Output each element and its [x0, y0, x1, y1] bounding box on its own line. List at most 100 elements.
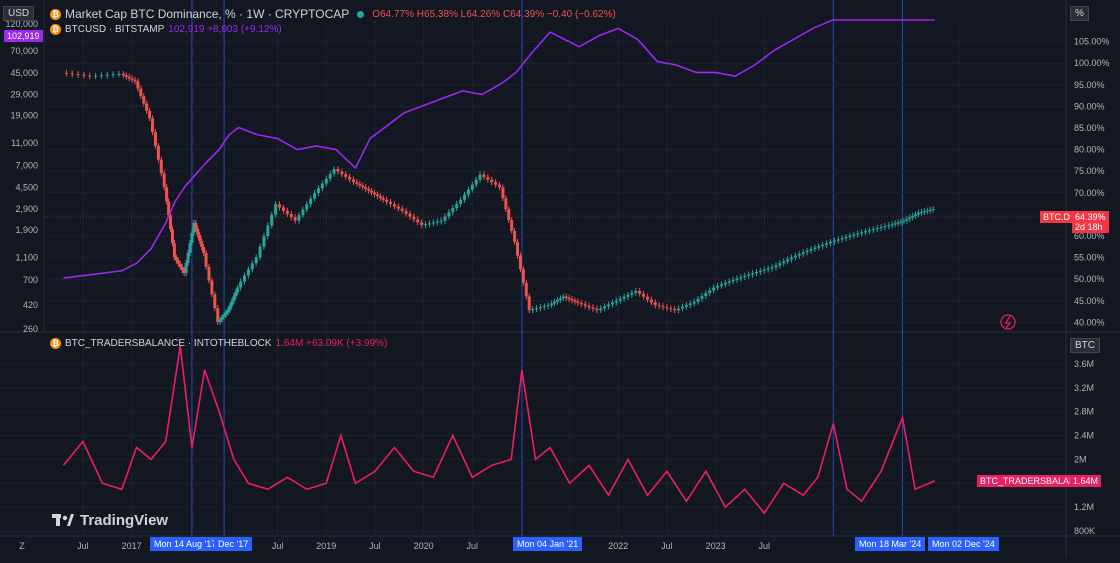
- candle-body: [462, 194, 466, 200]
- left-y-tick-label: 260: [23, 324, 38, 334]
- candle-body: [192, 222, 196, 233]
- candle-body: [805, 250, 809, 253]
- candle-body: [599, 308, 603, 311]
- candle-body: [844, 236, 848, 239]
- candle-body: [535, 308, 539, 310]
- candle-body: [301, 209, 305, 216]
- candle-body: [793, 255, 797, 258]
- candle-body: [117, 73, 121, 75]
- candle-body: [344, 174, 348, 177]
- candle-body: [716, 285, 720, 288]
- candle-body: [328, 173, 332, 179]
- left-y-tick-label: 19,000: [10, 111, 38, 121]
- candle-body: [254, 257, 258, 264]
- candle-body: [902, 220, 906, 222]
- candle-body: [121, 73, 125, 76]
- candle-body: [832, 240, 836, 242]
- candle-body: [270, 214, 274, 226]
- candle-body: [156, 145, 160, 160]
- candle-body: [731, 279, 735, 282]
- btcusd-label: BTCUSD · BITSTAMP: [65, 24, 165, 35]
- x-tick-label: 2019: [316, 541, 336, 551]
- candle-body: [186, 253, 190, 264]
- candle-body: [501, 187, 505, 199]
- candle-body: [564, 296, 568, 298]
- btcd-countdown: 2d 18h: [1075, 222, 1103, 232]
- candle-body: [313, 193, 317, 199]
- candle-body: [70, 73, 74, 75]
- candle-body: [507, 209, 511, 221]
- candle-body: [510, 220, 514, 231]
- candle-body: [524, 282, 528, 297]
- candle-body: [234, 292, 238, 297]
- candle-body: [243, 275, 247, 282]
- lower-value-tag: 1.64M: [1070, 475, 1102, 487]
- candle-body: [266, 225, 270, 237]
- candle-body: [381, 197, 385, 200]
- candle-body: [688, 303, 692, 306]
- candle-body: [770, 267, 774, 269]
- candle-body: [917, 212, 921, 215]
- percent-scale-button[interactable]: %: [1070, 6, 1089, 21]
- candle-body: [555, 299, 559, 302]
- candle-body: [797, 253, 801, 256]
- candle-body: [638, 290, 642, 294]
- btc-unit-button[interactable]: BTC: [1070, 338, 1100, 353]
- candle-body: [521, 269, 525, 283]
- candle-body: [573, 300, 577, 302]
- candle-body: [274, 204, 278, 215]
- candle-body: [591, 307, 595, 309]
- candle-body: [553, 301, 557, 304]
- candle-body: [105, 74, 109, 76]
- candle-body: [236, 287, 240, 293]
- left-y-tick-label: 120,000: [5, 19, 38, 29]
- candle-body: [340, 171, 344, 175]
- candle-body: [758, 270, 762, 272]
- candle-body: [879, 227, 883, 229]
- candle-body: [813, 247, 817, 250]
- candle-body: [224, 312, 228, 315]
- candle-body: [133, 79, 137, 82]
- x-tick-label: 2023: [706, 541, 726, 551]
- candle-body: [478, 174, 482, 180]
- left-y-tick-label: 7,000: [15, 160, 38, 170]
- currency-selector[interactable]: USD: [3, 6, 35, 21]
- candle-body: [364, 187, 368, 189]
- candle-body: [786, 259, 790, 262]
- candle-body: [561, 296, 565, 299]
- candle-body: [136, 81, 140, 89]
- candle-body: [681, 306, 685, 309]
- candle-body: [474, 179, 478, 185]
- candle-body: [486, 177, 490, 180]
- bitcoin-icon: ₿: [50, 24, 61, 35]
- candle-body: [289, 214, 293, 218]
- candle-body: [887, 225, 891, 227]
- candle-body: [220, 317, 224, 320]
- candle-body: [355, 182, 359, 184]
- candle-body: [148, 110, 152, 119]
- candle-body: [925, 210, 929, 212]
- x-tick-label: 2017: [122, 541, 142, 551]
- candle-body: [213, 294, 217, 309]
- candle-body: [669, 308, 673, 310]
- candle-body: [498, 184, 502, 188]
- btc-dominance-line: [63, 19, 935, 279]
- candle-body: [905, 219, 909, 221]
- candle-body: [88, 75, 92, 77]
- candle-body: [124, 75, 128, 77]
- candle-body: [202, 246, 206, 253]
- candle-body: [836, 239, 840, 241]
- candle-body: [719, 284, 723, 286]
- candle-body: [408, 213, 412, 217]
- traders-balance-line: [62, 345, 935, 515]
- candle-body: [207, 266, 211, 281]
- right-y-tick-label: 40.00%: [1074, 317, 1105, 327]
- candle-body: [513, 230, 517, 242]
- candle-body: [504, 198, 508, 210]
- marker-label-2: Dec '17: [214, 537, 253, 551]
- candle-body: [404, 210, 408, 214]
- btcd-ohlc: O64.77% H65.38% L64.26% C64.39% −0.40 (−…: [372, 8, 616, 20]
- candle-body: [439, 220, 443, 222]
- candle-body: [232, 296, 236, 302]
